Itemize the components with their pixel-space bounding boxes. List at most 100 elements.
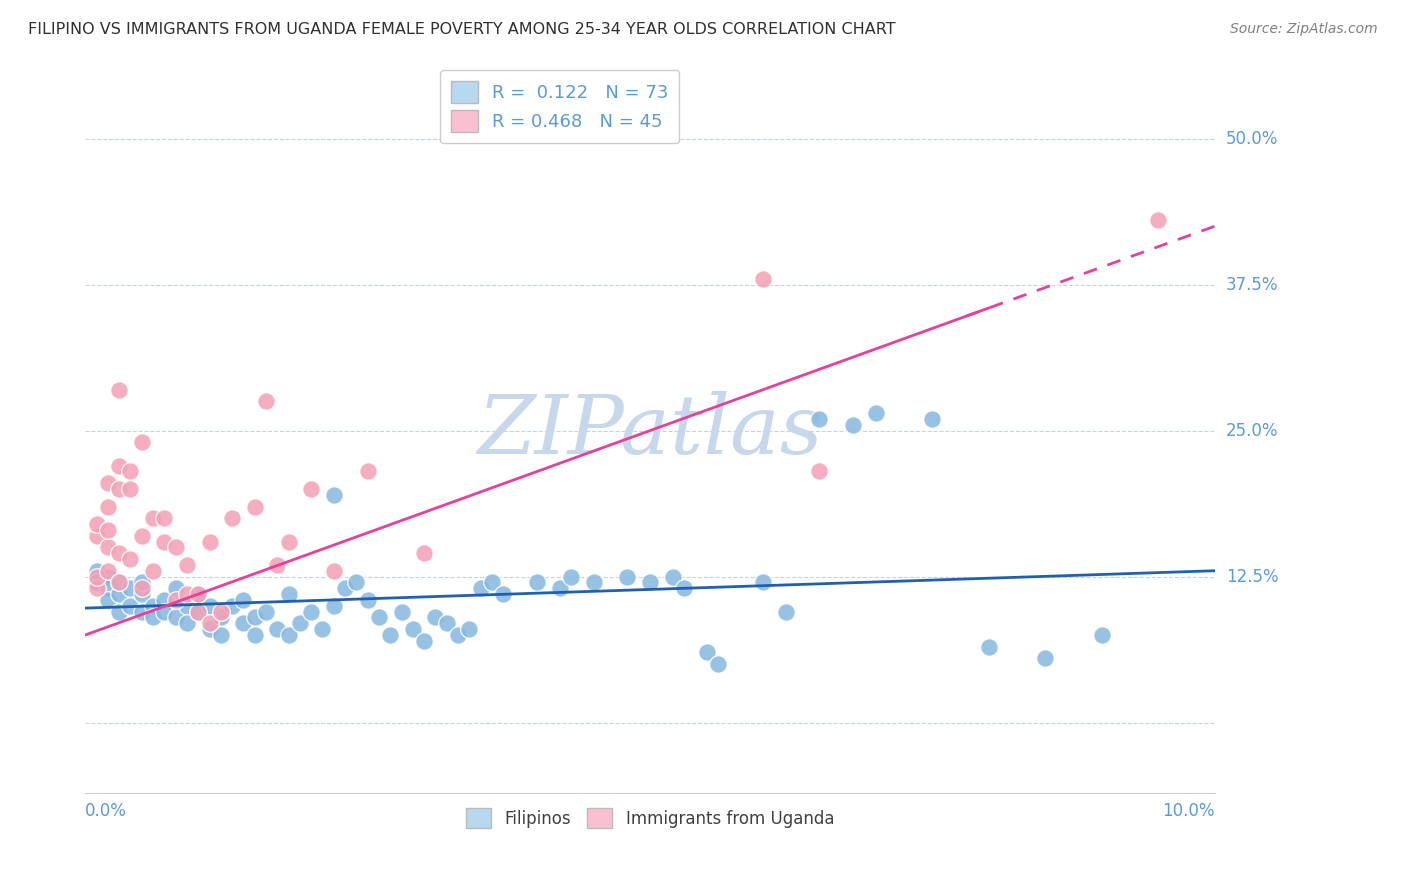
Point <box>209 610 232 624</box>
Point <box>921 412 943 426</box>
Point <box>288 616 311 631</box>
Point <box>672 581 695 595</box>
Point <box>436 616 458 631</box>
Point <box>198 534 221 549</box>
Point <box>221 511 243 525</box>
Point <box>97 569 120 583</box>
Point <box>696 646 718 660</box>
Point <box>176 587 198 601</box>
Point <box>165 581 187 595</box>
Point <box>97 564 120 578</box>
Point <box>97 500 120 514</box>
Point <box>86 569 108 583</box>
Point <box>108 546 131 560</box>
Point <box>86 581 108 595</box>
Point <box>458 622 481 636</box>
Point <box>176 599 198 613</box>
Point <box>470 581 492 595</box>
Text: 50.0%: 50.0% <box>1226 129 1278 147</box>
Point <box>775 605 797 619</box>
Point <box>616 569 638 583</box>
Point <box>86 529 108 543</box>
Point <box>108 587 131 601</box>
Text: Source: ZipAtlas.com: Source: ZipAtlas.com <box>1230 22 1378 37</box>
Point <box>176 558 198 572</box>
Point <box>97 541 120 555</box>
Point <box>153 593 176 607</box>
Point <box>582 575 605 590</box>
Point <box>1035 651 1057 665</box>
Point <box>108 383 131 397</box>
Point <box>402 622 425 636</box>
Point <box>1147 213 1170 227</box>
Point <box>707 657 730 672</box>
Point <box>86 516 108 531</box>
Point <box>752 575 775 590</box>
Point <box>299 482 322 496</box>
Point <box>1091 628 1114 642</box>
Point <box>131 605 153 619</box>
Point <box>266 622 288 636</box>
Point <box>526 575 548 590</box>
Point <box>142 511 165 525</box>
Point <box>277 534 299 549</box>
Point <box>243 628 266 642</box>
Point <box>232 593 254 607</box>
Point <box>131 581 153 595</box>
Text: 0.0%: 0.0% <box>86 802 127 820</box>
Point <box>97 523 120 537</box>
Point <box>277 628 299 642</box>
Point <box>322 488 344 502</box>
Point <box>176 616 198 631</box>
Point <box>322 599 344 613</box>
Point <box>198 599 221 613</box>
Point <box>120 482 142 496</box>
Point <box>266 558 288 572</box>
Point <box>108 458 131 473</box>
Point <box>120 465 142 479</box>
Point <box>131 587 153 601</box>
Text: 10.0%: 10.0% <box>1163 802 1215 820</box>
Point <box>108 575 131 590</box>
Point <box>299 605 322 619</box>
Point <box>108 605 131 619</box>
Point <box>277 587 299 601</box>
Point <box>221 599 243 613</box>
Point <box>131 435 153 450</box>
Point <box>808 465 831 479</box>
Point <box>165 541 187 555</box>
Point <box>153 534 176 549</box>
Text: FILIPINO VS IMMIGRANTS FROM UGANDA FEMALE POVERTY AMONG 25-34 YEAR OLDS CORRELAT: FILIPINO VS IMMIGRANTS FROM UGANDA FEMAL… <box>28 22 896 37</box>
Point <box>243 500 266 514</box>
Point <box>108 482 131 496</box>
Point <box>311 622 333 636</box>
Point <box>254 394 277 409</box>
Point <box>165 610 187 624</box>
Point <box>108 575 131 590</box>
Point <box>661 569 683 583</box>
Point <box>357 593 380 607</box>
Point <box>142 599 165 613</box>
Point <box>413 546 436 560</box>
Point <box>198 616 221 631</box>
Point <box>120 599 142 613</box>
Point <box>198 622 221 636</box>
Point <box>413 633 436 648</box>
Point <box>97 581 120 595</box>
Point <box>638 575 661 590</box>
Text: 25.0%: 25.0% <box>1226 422 1278 440</box>
Point <box>425 610 447 624</box>
Point <box>243 610 266 624</box>
Point <box>808 412 831 426</box>
Point <box>357 465 380 479</box>
Point <box>165 593 187 607</box>
Point <box>187 605 209 619</box>
Point <box>97 476 120 491</box>
Text: 37.5%: 37.5% <box>1226 276 1278 293</box>
Point <box>548 581 571 595</box>
Point <box>209 628 232 642</box>
Point <box>187 605 209 619</box>
Point <box>187 587 209 601</box>
Legend: Filipinos, Immigrants from Uganda: Filipinos, Immigrants from Uganda <box>460 801 841 835</box>
Point <box>153 605 176 619</box>
